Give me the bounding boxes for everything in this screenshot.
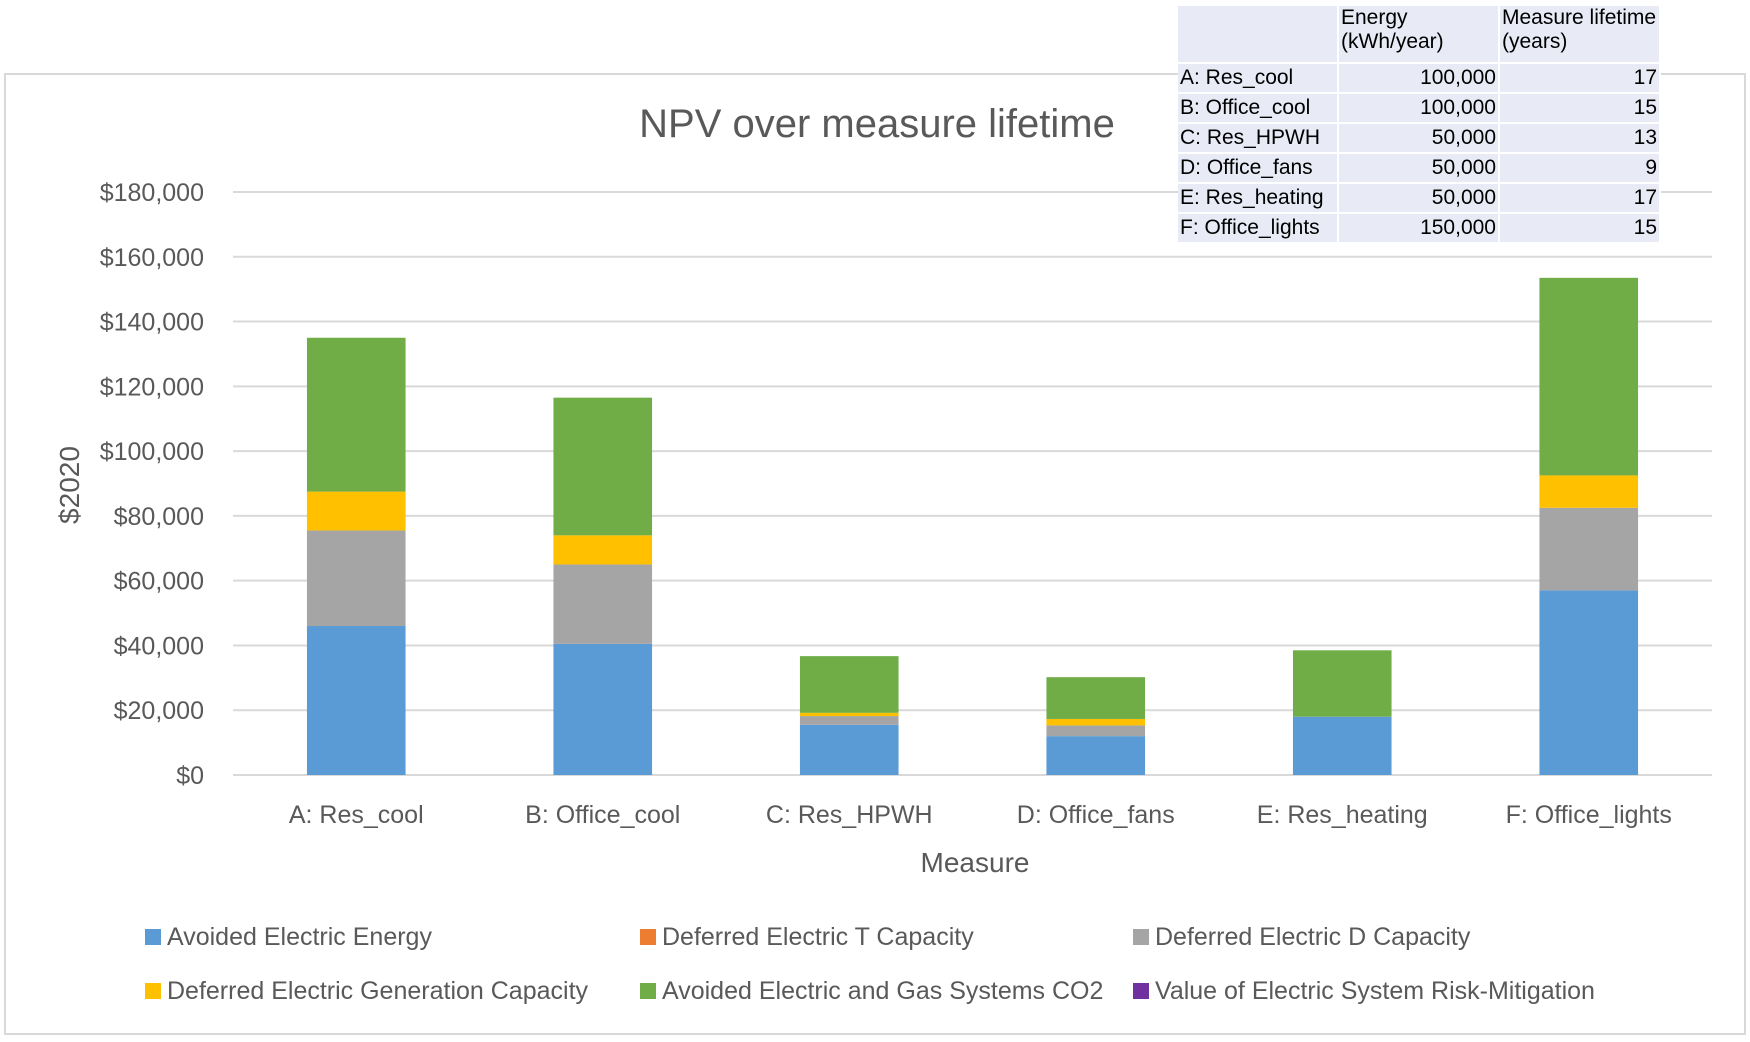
table-cell: B: Office_cool — [1178, 94, 1339, 124]
y-tick-label: $20,000 — [114, 697, 204, 725]
table-row: D: Office_fans 50,000 9 — [1178, 154, 1661, 184]
legend: Avoided Electric Energy Deferred Electric… — [145, 923, 1595, 1005]
x-axis-title: Measure — [921, 847, 1030, 878]
gridlines — [233, 191, 1712, 776]
legend-label: Avoided Electric Energy — [167, 923, 432, 951]
table-cell: 13 — [1500, 124, 1661, 154]
table-header-cell — [1178, 6, 1339, 64]
bar-segment — [553, 397, 653, 536]
x-category-label: D: Office_fans — [1017, 801, 1175, 829]
bar-segment — [799, 724, 899, 775]
legend-item: Deferred Electric D Capacity — [1133, 923, 1471, 951]
table-cell: E: Res_heating — [1178, 184, 1339, 214]
table-row: C: Res_HPWH 50,000 13 — [1178, 124, 1661, 154]
bar-segment — [1539, 475, 1639, 508]
legend-item: Avoided Electric Energy — [145, 923, 432, 951]
bar-segment — [799, 656, 899, 713]
table-cell: 17 — [1500, 184, 1661, 214]
x-category-label: F: Office_lights — [1506, 801, 1672, 829]
table-cell: F: Office_lights — [1178, 214, 1339, 244]
bar-segment — [1046, 677, 1146, 719]
table-cell: 15 — [1500, 214, 1661, 244]
table-header-row: Energy (kWh/year) Measure lifetime (year… — [1178, 6, 1661, 64]
y-tick-label: $80,000 — [114, 503, 204, 531]
chart-title: NPV over measure lifetime — [639, 102, 1115, 146]
bar-segment — [1046, 736, 1146, 775]
y-tick-label: $60,000 — [114, 568, 204, 596]
legend-swatch — [640, 929, 656, 945]
x-category-labels: A: Res_cool B: Office_cool C: Res_HPWH D: O… — [289, 801, 1672, 829]
legend-label: Deferred Electric Generation Capacity — [167, 977, 589, 1005]
measure-table: Energy (kWh/year) Measure lifetime (year… — [1178, 6, 1661, 244]
table-cell: 50,000 — [1339, 124, 1500, 154]
legend-item: Avoided Electric and Gas Systems CO2 — [640, 977, 1103, 1005]
bar-segment — [553, 643, 653, 775]
y-tick-label: $140,000 — [100, 309, 204, 337]
table-cell: 100,000 — [1339, 94, 1500, 124]
y-tick-label: $120,000 — [100, 373, 204, 401]
table-cell: A: Res_cool — [1178, 64, 1339, 94]
bar-segment — [553, 535, 653, 565]
bar-segment — [306, 337, 406, 492]
legend-item: Value of Electric System Risk-Mitigation — [1133, 977, 1595, 1005]
y-tick-labels: $0 $20,000 $40,000 $60,000 $80,000 $100,000 $1… — [100, 179, 204, 790]
legend-swatch — [145, 983, 161, 999]
legend-label: Value of Electric System Risk-Mitigation — [1155, 977, 1595, 1005]
y-tick-label: $100,000 — [100, 438, 204, 466]
bar-segment — [1046, 725, 1146, 737]
table-cell: 17 — [1500, 64, 1661, 94]
y-axis-title: $2020 — [54, 446, 85, 524]
legend-item: Deferred Electric Generation Capacity — [145, 977, 589, 1005]
bar-segment — [1539, 507, 1639, 591]
bar-segment — [306, 626, 406, 775]
legend-swatch — [145, 929, 161, 945]
legend-item: Deferred Electric T Capacity — [640, 923, 974, 951]
x-category-label: A: Res_cool — [289, 801, 424, 829]
bars — [306, 277, 1639, 775]
table-header-cell: Energy (kWh/year) — [1339, 6, 1500, 64]
bar-segment — [553, 564, 653, 644]
table-cell: C: Res_HPWH — [1178, 124, 1339, 154]
x-category-label: C: Res_HPWH — [766, 801, 933, 829]
table-row: F: Office_lights 150,000 15 — [1178, 214, 1661, 244]
bar-segment — [1046, 718, 1146, 726]
table-cell: 50,000 — [1339, 184, 1500, 214]
y-tick-label: $0 — [176, 762, 204, 790]
x-category-label: B: Office_cool — [525, 801, 680, 829]
bar-segment — [799, 716, 899, 725]
table-row: B: Office_cool 100,000 15 — [1178, 94, 1661, 124]
table-cell: 15 — [1500, 94, 1661, 124]
bar-segment — [1539, 590, 1639, 775]
legend-label: Deferred Electric T Capacity — [662, 923, 974, 951]
legend-swatch — [1133, 929, 1149, 945]
bar-segment — [1539, 277, 1639, 476]
table-cell: 150,000 — [1339, 214, 1500, 244]
bar-segment — [799, 712, 899, 717]
table-cell: 9 — [1500, 154, 1661, 184]
bar-segment — [306, 491, 406, 531]
legend-swatch — [1133, 983, 1149, 999]
y-tick-label: $160,000 — [100, 244, 204, 272]
bar-segment — [1292, 716, 1392, 775]
legend-label: Avoided Electric and Gas Systems CO2 — [662, 977, 1103, 1005]
bar-segment — [306, 530, 406, 627]
y-tick-label: $40,000 — [114, 632, 204, 660]
table-cell: D: Office_fans — [1178, 154, 1339, 184]
x-category-label: E: Res_heating — [1257, 801, 1428, 829]
legend-swatch — [640, 983, 656, 999]
y-tick-label: $180,000 — [100, 179, 204, 207]
table-row: E: Res_heating 50,000 17 — [1178, 184, 1661, 214]
table-header-cell: Measure lifetime (years) — [1500, 6, 1661, 64]
bar-segment — [1292, 650, 1392, 717]
table-row: A: Res_cool 100,000 17 — [1178, 64, 1661, 94]
table-cell: 50,000 — [1339, 154, 1500, 184]
table-cell: 100,000 — [1339, 64, 1500, 94]
legend-label: Deferred Electric D Capacity — [1155, 923, 1471, 951]
